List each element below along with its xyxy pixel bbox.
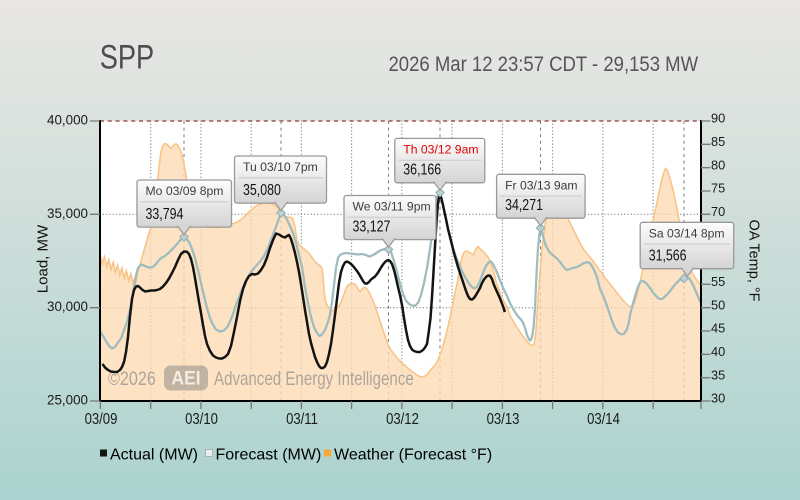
svg-text:Load, MW: Load, MW [35,224,52,293]
svg-text:33,794: 33,794 [145,205,183,223]
svg-text:35,080: 35,080 [243,181,281,199]
svg-text:Th 03/12 9am: Th 03/12 9am [403,143,478,157]
svg-text:35,000: 35,000 [47,206,88,221]
svg-text:75: 75 [711,181,725,196]
svg-text:85: 85 [711,134,725,149]
svg-text:30,000: 30,000 [47,299,88,314]
svg-text:OA Temp, °F: OA Temp, °F [746,219,762,301]
svg-text:03/11: 03/11 [286,411,318,428]
svg-text:40,000: 40,000 [47,113,88,128]
svg-text:Tu 03/10 7pm: Tu 03/10 7pm [243,160,318,174]
svg-text:03/10: 03/10 [185,411,218,428]
svg-text:33,127: 33,127 [353,217,391,235]
svg-text:©2026: ©2026 [108,368,156,390]
svg-text:36,166: 36,166 [403,160,441,178]
svg-text:SPP: SPP [100,38,154,77]
svg-text:34,271: 34,271 [505,196,543,214]
svg-text:55: 55 [711,274,725,289]
svg-text:We 03/11 9pm: We 03/11 9pm [353,200,431,214]
svg-text:03/09: 03/09 [85,411,118,428]
svg-text:40: 40 [711,344,725,359]
svg-text:Mo 03/09 8pm: Mo 03/09 8pm [146,184,224,198]
svg-text:35: 35 [711,367,725,382]
svg-text:30: 30 [711,391,725,406]
svg-text:25,000: 25,000 [47,393,88,408]
svg-text:90: 90 [711,111,725,126]
svg-text:45: 45 [711,321,725,336]
svg-text:Actual (MW): Actual (MW) [110,447,198,464]
svg-text:2026 Mar 12 23:57 CDT - 29,153: 2026 Mar 12 23:57 CDT - 29,153 MW [389,53,699,77]
svg-text:Advanced Energy Intelligence: Advanced Energy Intelligence [214,367,414,389]
svg-text:03/12: 03/12 [386,411,419,428]
svg-text:Weather (Forecast °F): Weather (Forecast °F) [334,447,492,464]
svg-text:50: 50 [711,297,725,312]
svg-text:03/14: 03/14 [587,411,620,428]
svg-text:03/13: 03/13 [487,411,520,428]
svg-text:Sa 03/14 8pm: Sa 03/14 8pm [649,227,725,241]
svg-text:70: 70 [711,204,725,219]
svg-text:31,566: 31,566 [649,246,687,264]
svg-text:Fr 03/13 9am: Fr 03/13 9am [505,179,577,193]
svg-text:Forecast (MW): Forecast (MW) [216,447,322,464]
svg-text:AEI: AEI [171,367,200,389]
svg-text:80: 80 [711,157,725,172]
